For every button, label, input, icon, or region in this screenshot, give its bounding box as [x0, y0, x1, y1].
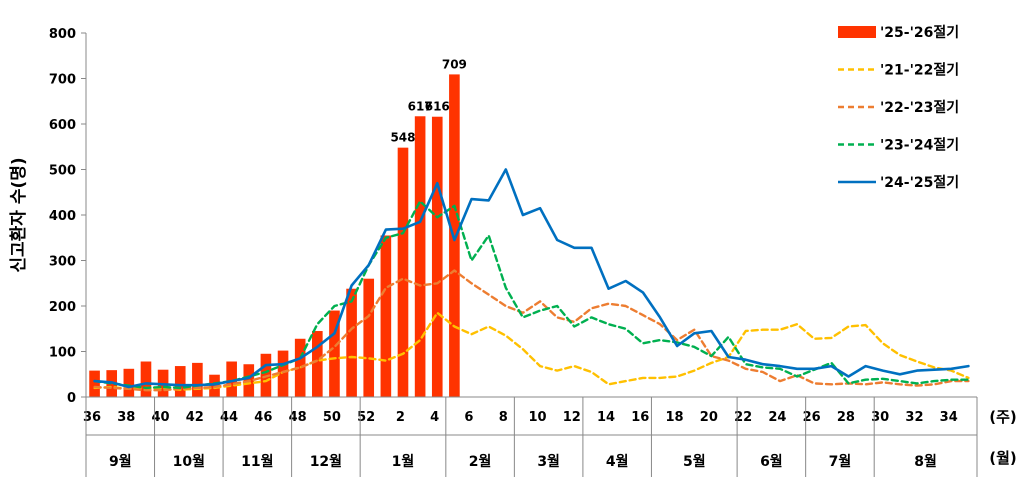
x-tick-label: 24 — [768, 410, 786, 425]
legend-swatch-bar — [838, 26, 876, 38]
bar-25-26-week-38 — [123, 368, 135, 397]
y-tick-label: 800 — [49, 27, 76, 42]
x-tick-label: 18 — [666, 410, 684, 425]
x-tick-label: 14 — [597, 410, 615, 425]
x-tick-label: 16 — [631, 410, 649, 425]
month-label: 4월 — [606, 453, 629, 470]
bar-25-26-week-51 — [346, 288, 357, 397]
month-label: 8월 — [914, 453, 937, 470]
month-label: 1월 — [392, 453, 415, 470]
bar-25-26-week-4 — [431, 116, 443, 397]
x-tick-label: 52 — [357, 410, 375, 425]
legend-label: '22-'23절기 — [880, 100, 959, 116]
bar-25-26-week-47 — [277, 350, 289, 397]
y-tick-label: 0 — [67, 391, 76, 406]
x-tick-label: 32 — [905, 410, 923, 425]
y-tick-label: 400 — [49, 209, 76, 224]
bar-25-26-week-39 — [140, 361, 152, 397]
x-tick-label: 36 — [83, 410, 101, 425]
y-tick-label: 200 — [49, 300, 76, 315]
x-tick-label: 48 — [289, 410, 307, 425]
bar-25-26-week-42 — [192, 362, 203, 397]
bar-25-26-week-50 — [329, 310, 340, 397]
x-tick-label: 38 — [117, 410, 135, 425]
week-unit-label: (주) — [989, 408, 1017, 426]
x-tick-label: 8 — [499, 410, 508, 425]
x-tick-label: 42 — [186, 410, 204, 425]
bar-25-26-week-36 — [89, 370, 100, 397]
month-label: 5월 — [683, 453, 706, 470]
x-tick-label: 2 — [396, 410, 405, 425]
month-label: 2월 — [469, 453, 492, 470]
series-line-2 — [93, 200, 970, 390]
y-tick-label: 300 — [49, 255, 76, 270]
bar-data-label: 548 — [390, 131, 415, 145]
bar-25-26-week-3 — [414, 116, 426, 397]
legend-label: '24-'25절기 — [880, 175, 959, 191]
bar-data-label: 709 — [442, 57, 467, 71]
month-label: 10월 — [173, 453, 205, 470]
x-tick-label: 12 — [563, 410, 581, 425]
month-label: 12월 — [310, 453, 342, 470]
y-tick-label: 100 — [49, 346, 76, 361]
x-tick-label: 22 — [734, 410, 752, 425]
x-tick-label: 30 — [871, 410, 889, 425]
y-tick-label: 700 — [49, 73, 76, 88]
y-tick-label: 600 — [49, 118, 76, 133]
month-label: 11월 — [241, 453, 273, 470]
bar-25-26-week-2 — [397, 147, 409, 397]
bar-25-26-week-1 — [380, 235, 392, 397]
x-tick-label: 20 — [700, 410, 718, 425]
month-label: 7월 — [829, 453, 852, 470]
x-tick-label: 50 — [323, 410, 341, 425]
x-tick-label: 28 — [837, 410, 855, 425]
series-line-0 — [93, 311, 970, 391]
legend-label: '21-'22절기 — [880, 63, 959, 79]
x-tick-label: 44 — [220, 410, 238, 425]
bar-data-label: 617 — [408, 99, 433, 113]
bar-data-label: 616 — [425, 100, 450, 114]
y-tick-label: 500 — [49, 164, 76, 179]
y-axis-title: 신고환자 수(명) — [9, 157, 29, 272]
bar-25-26-week-49 — [312, 331, 323, 397]
x-tick-label: 40 — [151, 410, 169, 425]
x-tick-label: 6 — [464, 410, 473, 425]
x-tick-label: 26 — [803, 410, 821, 425]
month-label: 6월 — [760, 453, 783, 470]
bar-25-26-week-41 — [174, 366, 186, 397]
x-tick-label: 4 — [430, 410, 439, 425]
x-tick-label: 10 — [528, 410, 546, 425]
month-label: 3월 — [537, 453, 560, 470]
legend-label: '25-'26절기 — [880, 25, 959, 41]
month-unit-label: (월) — [989, 449, 1017, 467]
series-line-3 — [93, 168, 970, 389]
legend-label: '23-'24절기 — [880, 138, 959, 154]
x-tick-label: 34 — [940, 410, 958, 425]
series-line-1 — [93, 269, 970, 392]
x-tick-label: 46 — [254, 410, 272, 425]
month-label: 9월 — [109, 453, 132, 470]
bar-25-26-week-52 — [363, 278, 375, 397]
bar-25-26-week-44 — [226, 361, 237, 397]
